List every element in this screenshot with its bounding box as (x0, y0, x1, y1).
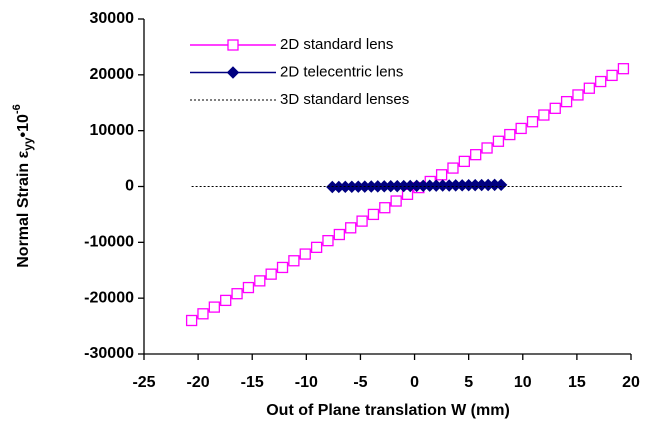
x-tick-label: 20 (622, 374, 640, 391)
x-tick-label: 0 (410, 374, 419, 391)
legend-label: 2D telecentric lens (280, 63, 403, 80)
y-tick-label: 20000 (90, 66, 135, 83)
point (390, 195, 402, 207)
y-title-factor: •10 (15, 114, 32, 138)
y-tick-label: -30000 (84, 345, 134, 362)
point (515, 122, 527, 135)
point (299, 248, 311, 260)
point (549, 102, 561, 114)
y-tick-label: -20000 (84, 289, 134, 306)
point (333, 228, 345, 241)
point (276, 261, 289, 274)
point (572, 89, 584, 101)
point (310, 241, 323, 254)
x-tick-label: -5 (353, 374, 367, 391)
x-tick-label: 10 (514, 374, 532, 391)
x-tick-label: -10 (295, 374, 318, 391)
point (185, 314, 198, 327)
point (231, 288, 243, 300)
legend-label: 2D standard lens (280, 36, 393, 53)
point (583, 82, 595, 94)
y-title-symbol: ε (15, 150, 32, 158)
y-tick-label: 30000 (90, 10, 135, 27)
point (322, 235, 334, 247)
point (220, 294, 232, 307)
point (538, 109, 550, 121)
point (345, 222, 357, 234)
point (617, 63, 630, 75)
y-tick-label: -10000 (84, 234, 134, 251)
y-title-text: Normal Strain (15, 158, 32, 267)
point (379, 202, 391, 214)
y-axis-title: Normal Strain εyy•10-6 (11, 104, 35, 268)
point (492, 135, 505, 147)
point (560, 95, 573, 108)
point (254, 275, 266, 287)
x-tick-label: -25 (132, 374, 155, 391)
point (356, 215, 368, 227)
y-tick-label: 10000 (90, 122, 135, 139)
point (494, 178, 508, 192)
point (595, 75, 607, 88)
x-tick-label: -15 (241, 374, 264, 391)
x-tick-label: 5 (464, 374, 473, 391)
point (208, 301, 220, 313)
point (504, 128, 516, 141)
x-tick-label: -20 (187, 374, 210, 391)
point (242, 281, 255, 294)
point (481, 142, 493, 154)
y-title-subscript: yy (21, 137, 35, 151)
legend-marker (226, 66, 240, 79)
point (367, 208, 380, 221)
point (435, 169, 448, 181)
point (265, 268, 277, 280)
point (526, 116, 539, 128)
legend-marker (227, 39, 239, 51)
x-axis-title: Out of Plane translation W (mm) (266, 402, 510, 419)
legend-label: 3D standard lenses (280, 91, 409, 108)
y-title-exponent: -6 (11, 104, 23, 114)
point (606, 69, 618, 82)
point (458, 155, 470, 168)
point (288, 255, 300, 267)
y-tick-label: 0 (125, 178, 134, 195)
point (197, 308, 209, 320)
point (470, 149, 482, 161)
point (447, 162, 459, 174)
x-tick-label: 15 (568, 374, 586, 391)
